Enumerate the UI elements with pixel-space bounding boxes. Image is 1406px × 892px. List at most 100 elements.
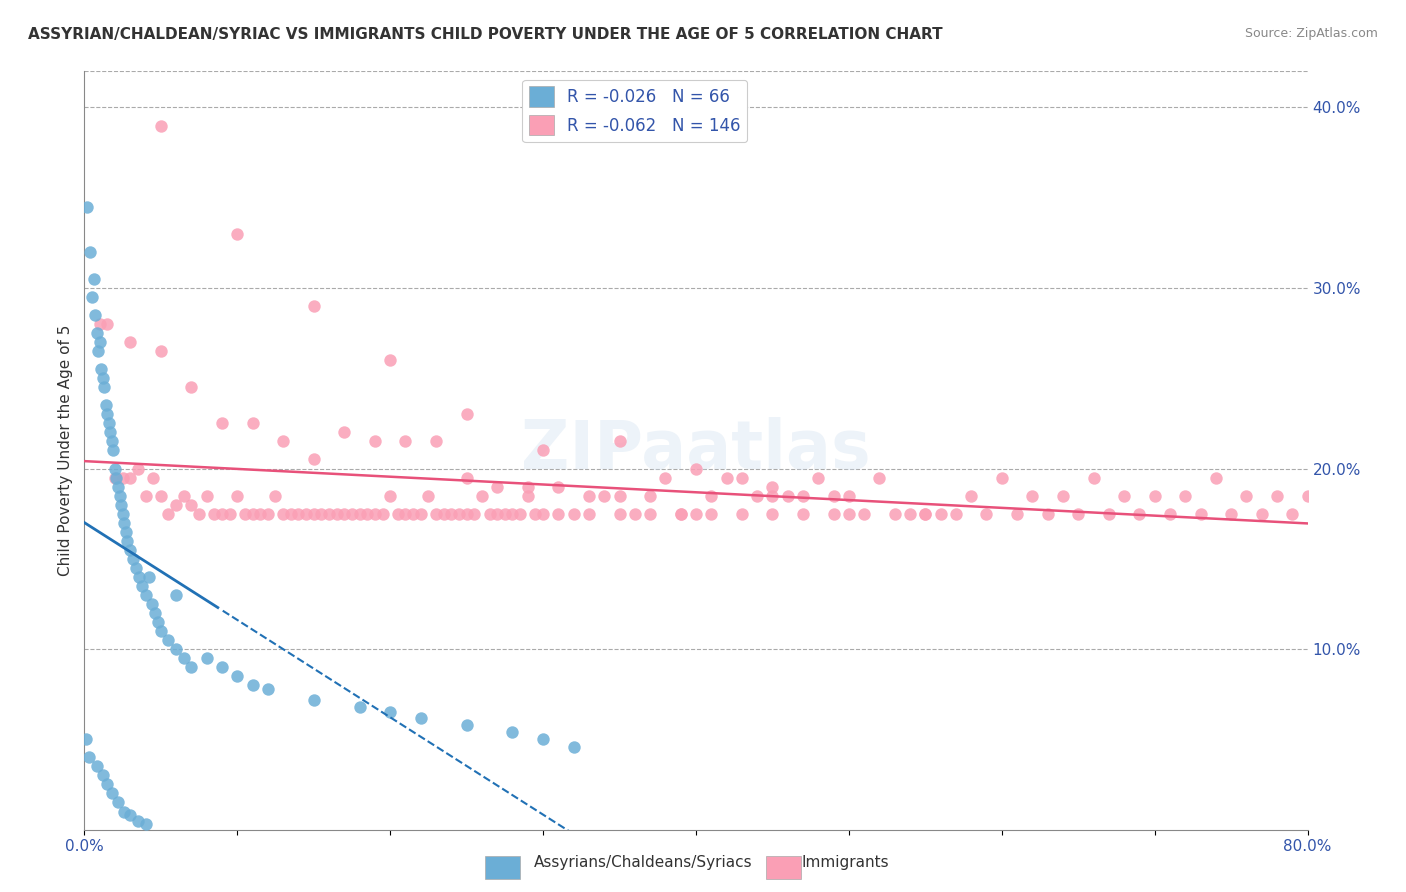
Point bbox=[1250, 507, 1272, 521]
Point bbox=[869, 470, 891, 484]
Point bbox=[502, 725, 524, 739]
Point bbox=[138, 570, 160, 584]
Point bbox=[531, 507, 554, 521]
Point bbox=[747, 489, 769, 503]
Point bbox=[494, 507, 516, 521]
Point bbox=[271, 434, 294, 449]
Point bbox=[302, 507, 325, 521]
Point bbox=[143, 606, 166, 620]
Point bbox=[807, 470, 830, 484]
Point bbox=[853, 507, 876, 521]
Point bbox=[135, 588, 157, 602]
Point bbox=[524, 507, 547, 521]
Point bbox=[463, 507, 485, 521]
Point bbox=[94, 398, 117, 412]
Text: Source: ZipAtlas.com: Source: ZipAtlas.com bbox=[1244, 27, 1378, 40]
Point bbox=[165, 498, 187, 512]
Point bbox=[823, 489, 845, 503]
Point bbox=[838, 507, 860, 521]
Point bbox=[394, 507, 416, 521]
Point bbox=[195, 489, 218, 503]
Point bbox=[380, 353, 402, 368]
Point bbox=[180, 498, 202, 512]
Point bbox=[1174, 489, 1197, 503]
Point bbox=[609, 434, 631, 449]
Point bbox=[98, 425, 121, 440]
Text: Assyrians/Chaldeans/Syriacs: Assyrians/Chaldeans/Syriacs bbox=[534, 855, 752, 870]
Point bbox=[883, 507, 905, 521]
Point bbox=[356, 507, 378, 521]
Point bbox=[1159, 507, 1181, 521]
Point bbox=[761, 489, 783, 503]
Point bbox=[547, 479, 569, 493]
Point bbox=[1128, 507, 1150, 521]
Point bbox=[110, 498, 132, 512]
Point bbox=[593, 489, 616, 503]
Point bbox=[333, 425, 356, 440]
Point bbox=[125, 561, 148, 575]
Point bbox=[516, 489, 538, 503]
Point bbox=[1052, 489, 1074, 503]
Point bbox=[394, 434, 416, 449]
Point bbox=[149, 119, 172, 133]
Point bbox=[302, 692, 325, 706]
Point bbox=[302, 299, 325, 313]
Point bbox=[991, 470, 1014, 484]
Point bbox=[128, 570, 150, 584]
Point bbox=[685, 507, 707, 521]
Point bbox=[84, 308, 107, 322]
Point bbox=[111, 470, 134, 484]
Point bbox=[1281, 507, 1303, 521]
Point bbox=[761, 507, 783, 521]
Point bbox=[898, 507, 921, 521]
Point bbox=[257, 507, 280, 521]
Point bbox=[108, 489, 131, 503]
Point bbox=[122, 551, 145, 566]
Point bbox=[1265, 489, 1288, 503]
Point bbox=[90, 362, 112, 376]
Point bbox=[131, 579, 153, 593]
Point bbox=[471, 489, 494, 503]
Point bbox=[120, 335, 142, 350]
Point bbox=[624, 507, 647, 521]
Point bbox=[578, 507, 600, 521]
Point bbox=[96, 317, 118, 331]
Point bbox=[325, 507, 347, 521]
Point bbox=[1067, 507, 1090, 521]
Point bbox=[638, 489, 661, 503]
Point bbox=[700, 507, 723, 521]
Point bbox=[456, 408, 478, 422]
Point bbox=[104, 470, 127, 484]
Point bbox=[1021, 489, 1043, 503]
Point bbox=[120, 808, 142, 822]
Point bbox=[142, 470, 165, 484]
Point bbox=[242, 507, 264, 521]
Point bbox=[120, 542, 142, 557]
Point bbox=[456, 470, 478, 484]
Point bbox=[257, 681, 280, 696]
Point bbox=[340, 507, 363, 521]
Point bbox=[127, 814, 149, 828]
Point bbox=[425, 507, 447, 521]
Point bbox=[380, 489, 402, 503]
Point bbox=[295, 507, 318, 521]
Point bbox=[242, 678, 264, 692]
Point bbox=[838, 489, 860, 503]
Point bbox=[112, 805, 135, 819]
Point bbox=[1036, 507, 1059, 521]
Y-axis label: Child Poverty Under the Age of 5: Child Poverty Under the Age of 5 bbox=[58, 325, 73, 576]
Point bbox=[242, 417, 264, 431]
Point bbox=[433, 507, 456, 521]
Point bbox=[792, 489, 814, 503]
Point bbox=[409, 711, 432, 725]
Point bbox=[1205, 470, 1227, 484]
Point bbox=[264, 489, 287, 503]
Point bbox=[103, 443, 125, 458]
Point bbox=[1005, 507, 1028, 521]
Point bbox=[101, 434, 124, 449]
Point bbox=[149, 624, 172, 638]
Point bbox=[165, 642, 187, 657]
Point bbox=[287, 507, 309, 521]
Point bbox=[115, 533, 138, 548]
Point bbox=[91, 371, 114, 385]
